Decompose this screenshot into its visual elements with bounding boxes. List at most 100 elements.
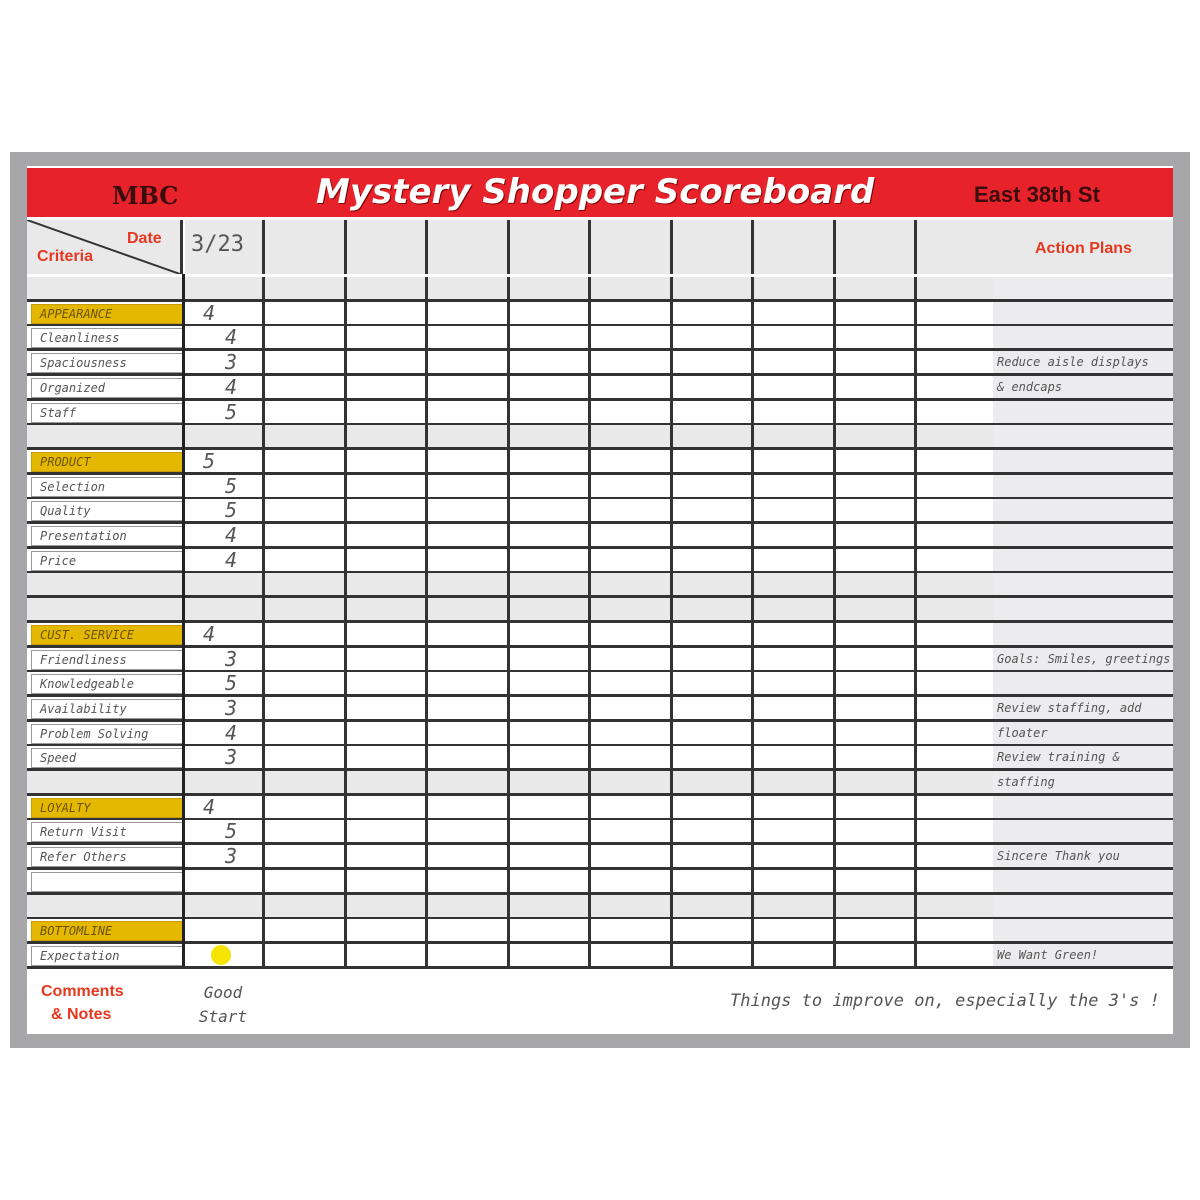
score-cell[interactable] [591, 598, 673, 621]
score-cell[interactable]: 4 [185, 721, 265, 744]
score-cell[interactable] [917, 400, 999, 423]
action-plan-cell[interactable] [993, 548, 1173, 571]
action-plan-cell[interactable] [993, 449, 1173, 472]
score-cell[interactable] [591, 845, 673, 868]
score-cell[interactable] [591, 449, 673, 472]
score-cell[interactable] [346, 696, 428, 719]
score-cell[interactable] [428, 375, 510, 398]
action-plan-cell[interactable] [993, 622, 1173, 645]
score-cell[interactable] [346, 573, 428, 596]
score-cell[interactable] [754, 425, 836, 448]
action-plan-cell[interactable] [993, 499, 1173, 522]
score-cell[interactable] [346, 647, 428, 670]
score-cell[interactable] [754, 845, 836, 868]
score-cell[interactable] [672, 400, 754, 423]
score-cell[interactable] [265, 696, 347, 719]
score-cell[interactable] [591, 375, 673, 398]
score-cell[interactable] [428, 301, 510, 324]
score-cell[interactable] [835, 771, 917, 793]
score-cell[interactable] [672, 696, 754, 719]
score-cell[interactable] [754, 919, 836, 942]
score-cell[interactable] [428, 351, 510, 374]
score-cell[interactable] [835, 449, 917, 472]
score-cell[interactable] [672, 351, 754, 374]
score-cell[interactable] [509, 696, 591, 719]
score-cell[interactable] [185, 277, 265, 299]
score-cell[interactable] [591, 524, 673, 546]
score-cell[interactable] [917, 696, 999, 719]
score-cell[interactable] [672, 277, 754, 299]
score-cell[interactable] [428, 869, 510, 892]
score-cell[interactable] [591, 474, 673, 497]
score-cell[interactable]: 4 [185, 622, 265, 645]
score-cell[interactable] [509, 499, 591, 522]
score-cell[interactable] [509, 474, 591, 497]
score-cell[interactable] [917, 499, 999, 522]
score-cell[interactable] [185, 919, 265, 942]
action-plan-cell[interactable]: Review staffing, add [993, 696, 1173, 719]
score-cell[interactable] [509, 721, 591, 744]
score-cell[interactable] [591, 746, 673, 769]
score-cell[interactable] [835, 548, 917, 571]
score-cell[interactable] [428, 499, 510, 522]
score-cell[interactable] [835, 326, 917, 349]
date-column-header-empty[interactable] [591, 220, 673, 274]
score-cell[interactable] [672, 943, 754, 966]
score-cell[interactable] [591, 573, 673, 596]
score-cell[interactable] [672, 474, 754, 497]
score-cell[interactable] [591, 326, 673, 349]
score-cell[interactable] [428, 524, 510, 546]
score-cell[interactable] [917, 647, 999, 670]
score-cell[interactable] [591, 301, 673, 324]
score-cell[interactable] [672, 845, 754, 868]
score-cell[interactable] [265, 647, 347, 670]
score-cell[interactable] [835, 647, 917, 670]
score-cell[interactable] [346, 326, 428, 349]
score-cell[interactable] [672, 449, 754, 472]
score-cell[interactable] [185, 894, 265, 917]
score-cell[interactable] [265, 400, 347, 423]
score-cell[interactable] [835, 672, 917, 695]
score-cell[interactable] [917, 474, 999, 497]
score-cell[interactable] [672, 746, 754, 769]
score-cell[interactable] [428, 573, 510, 596]
score-cell[interactable] [754, 894, 836, 917]
score-cell[interactable] [346, 672, 428, 695]
action-plan-cell[interactable]: Review training & [993, 746, 1173, 769]
score-cell[interactable] [835, 894, 917, 917]
score-cell[interactable] [591, 351, 673, 374]
score-cell[interactable] [835, 474, 917, 497]
score-cell[interactable] [509, 894, 591, 917]
score-cell[interactable] [672, 622, 754, 645]
score-cell[interactable] [835, 845, 917, 868]
score-cell[interactable]: 5 [185, 449, 265, 472]
score-cell[interactable] [754, 499, 836, 522]
score-cell[interactable] [509, 746, 591, 769]
date-column-header-empty[interactable] [835, 220, 917, 274]
score-cell[interactable] [754, 449, 836, 472]
score-cell[interactable] [835, 351, 917, 374]
score-cell[interactable] [509, 598, 591, 621]
action-plan-cell[interactable] [993, 919, 1173, 942]
score-cell[interactable] [591, 894, 673, 917]
score-cell[interactable] [591, 499, 673, 522]
score-cell[interactable] [917, 301, 999, 324]
score-cell[interactable] [509, 351, 591, 374]
score-cell[interactable] [428, 721, 510, 744]
score-cell[interactable] [591, 548, 673, 571]
score-cell[interactable] [185, 771, 265, 793]
score-cell[interactable] [428, 548, 510, 571]
score-cell[interactable] [428, 647, 510, 670]
score-cell[interactable] [509, 845, 591, 868]
score-cell[interactable] [346, 301, 428, 324]
action-plan-cell[interactable] [993, 425, 1173, 448]
score-cell[interactable] [835, 425, 917, 448]
score-cell[interactable] [591, 919, 673, 942]
score-cell[interactable] [591, 869, 673, 892]
score-cell[interactable] [265, 598, 347, 621]
score-cell[interactable] [835, 696, 917, 719]
score-cell[interactable] [265, 721, 347, 744]
score-cell[interactable]: 3 [185, 746, 265, 769]
score-cell[interactable] [835, 277, 917, 299]
score-cell[interactable] [672, 647, 754, 670]
